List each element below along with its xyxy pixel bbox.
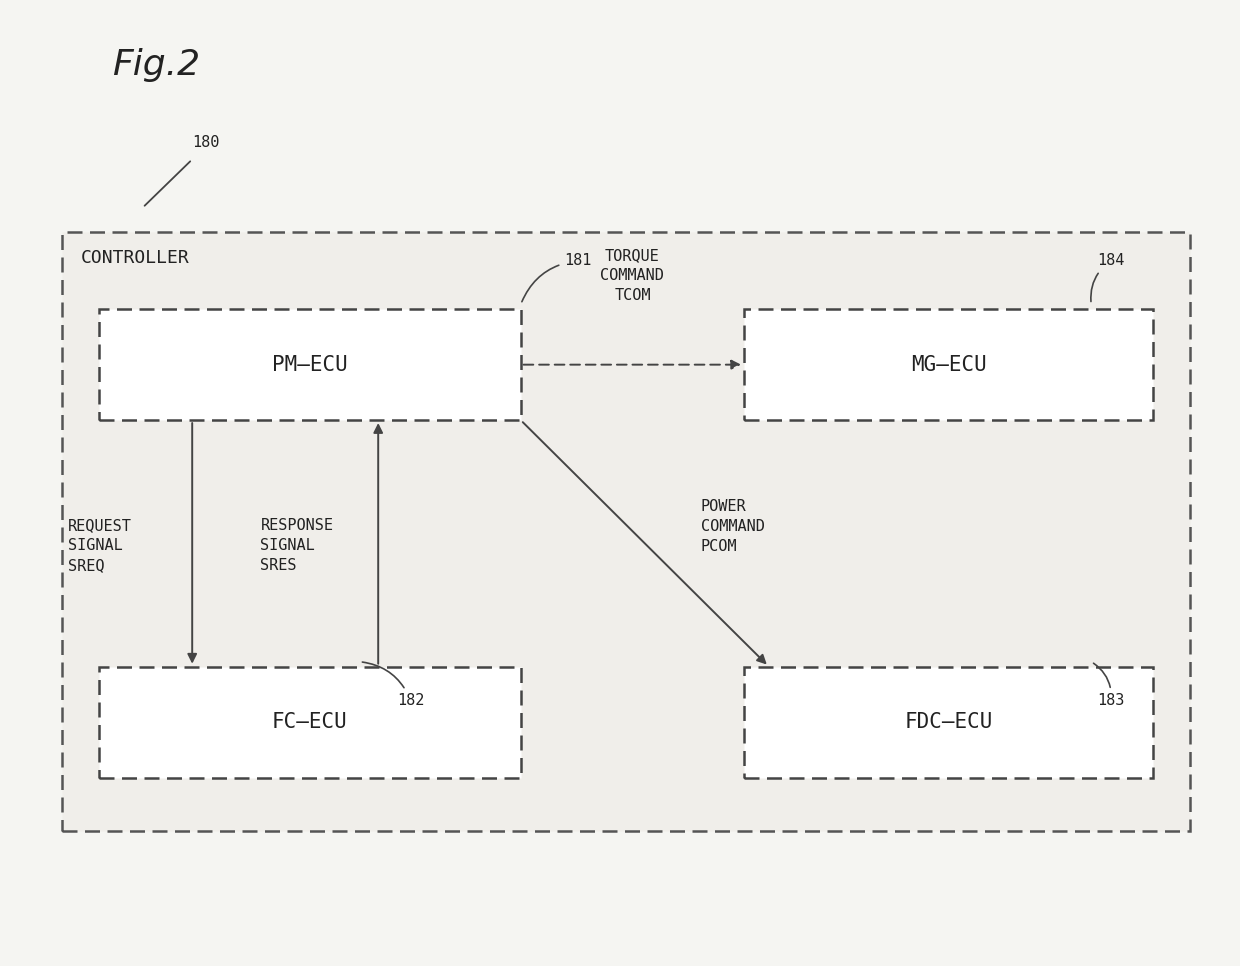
Text: 181: 181 [522,253,591,301]
Text: MG–ECU: MG–ECU [910,355,987,375]
Text: 183: 183 [1094,664,1125,708]
Text: TORQUE
COMMAND
TCOM: TORQUE COMMAND TCOM [600,248,665,302]
Text: CONTROLLER: CONTROLLER [81,249,190,268]
Text: FDC–ECU: FDC–ECU [904,712,993,732]
Bar [99,667,521,778]
Text: PM–ECU: PM–ECU [272,355,348,375]
Text: 184: 184 [1091,253,1125,301]
Bar [62,232,1190,831]
Text: 180: 180 [192,134,219,150]
Text: POWER
COMMAND
PCOM: POWER COMMAND PCOM [701,499,765,554]
Bar [744,309,1153,420]
Bar [99,309,521,420]
Text: 182: 182 [362,662,424,708]
Text: RESPONSE
SIGNAL
SRES: RESPONSE SIGNAL SRES [260,519,334,573]
Text: REQUEST
SIGNAL
SREQ: REQUEST SIGNAL SREQ [68,519,133,573]
Bar [744,667,1153,778]
Text: Fig.2: Fig.2 [112,48,200,82]
Text: FC–ECU: FC–ECU [272,712,348,732]
